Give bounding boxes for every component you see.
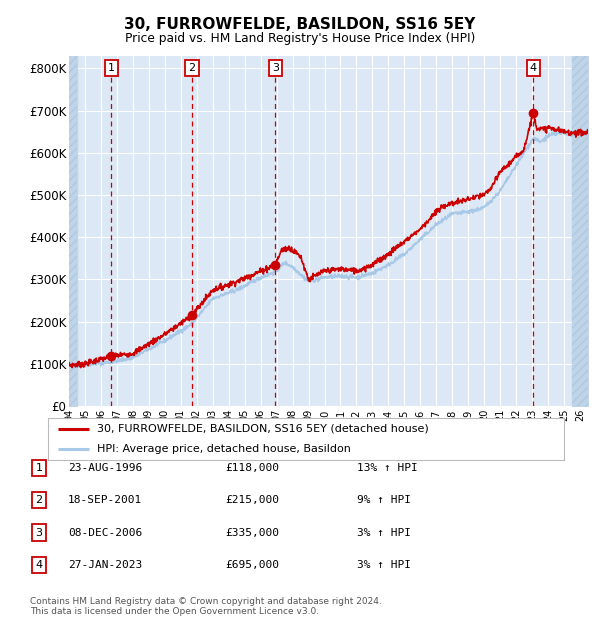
- Text: 1: 1: [35, 463, 43, 473]
- Text: HPI: Average price, detached house, Basildon: HPI: Average price, detached house, Basi…: [97, 444, 351, 454]
- Text: 3% ↑ HPI: 3% ↑ HPI: [357, 560, 411, 570]
- Text: £695,000: £695,000: [225, 560, 279, 570]
- Text: 08-DEC-2006: 08-DEC-2006: [68, 528, 142, 538]
- Text: 27-JAN-2023: 27-JAN-2023: [68, 560, 142, 570]
- Text: 2: 2: [188, 63, 196, 73]
- Text: £335,000: £335,000: [225, 528, 279, 538]
- Text: 4: 4: [530, 63, 537, 73]
- Text: 18-SEP-2001: 18-SEP-2001: [68, 495, 142, 505]
- Text: 2: 2: [35, 495, 43, 505]
- Text: 3: 3: [35, 528, 43, 538]
- Text: Contains HM Land Registry data © Crown copyright and database right 2024.: Contains HM Land Registry data © Crown c…: [30, 597, 382, 606]
- Text: £215,000: £215,000: [225, 495, 279, 505]
- Text: 30, FURROWFELDE, BASILDON, SS16 5EY (detached house): 30, FURROWFELDE, BASILDON, SS16 5EY (det…: [97, 424, 429, 434]
- Text: Price paid vs. HM Land Registry's House Price Index (HPI): Price paid vs. HM Land Registry's House …: [125, 32, 475, 45]
- Text: £118,000: £118,000: [225, 463, 279, 473]
- Text: 4: 4: [35, 560, 43, 570]
- Text: 23-AUG-1996: 23-AUG-1996: [68, 463, 142, 473]
- Text: 1: 1: [107, 63, 115, 73]
- Text: 9% ↑ HPI: 9% ↑ HPI: [357, 495, 411, 505]
- Text: 3% ↑ HPI: 3% ↑ HPI: [357, 528, 411, 538]
- Text: 3: 3: [272, 63, 279, 73]
- Text: 30, FURROWFELDE, BASILDON, SS16 5EY: 30, FURROWFELDE, BASILDON, SS16 5EY: [124, 17, 476, 32]
- Text: This data is licensed under the Open Government Licence v3.0.: This data is licensed under the Open Gov…: [30, 607, 319, 616]
- Text: 13% ↑ HPI: 13% ↑ HPI: [357, 463, 418, 473]
